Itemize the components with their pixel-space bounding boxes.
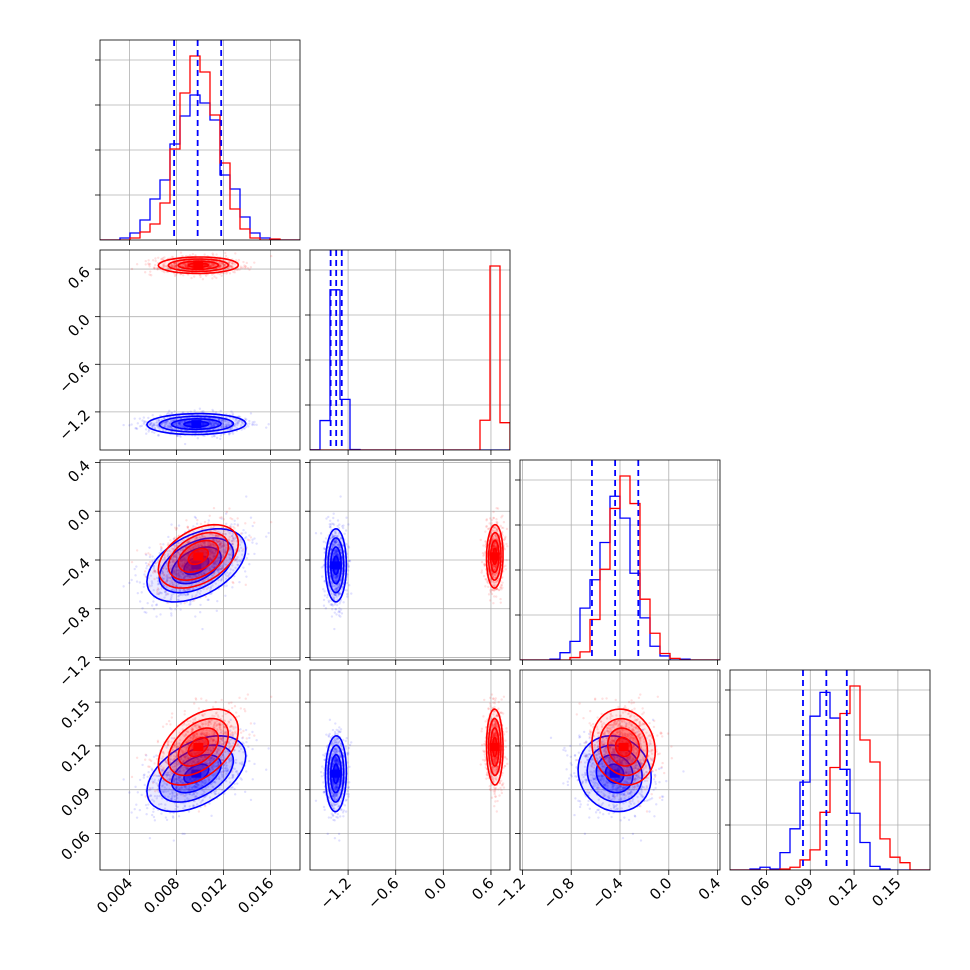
grid (730, 670, 930, 870)
contour-series-0 (324, 527, 348, 603)
panel-3-1 (305, 669, 511, 875)
panel-frame (99, 669, 301, 871)
x-tick-label: 0.0 (421, 874, 451, 904)
x-tick-label: −0.6 (364, 874, 402, 912)
x-tick-label: 0.12 (825, 874, 861, 910)
contour-series-0 (146, 528, 247, 603)
x-tick-label: −0.8 (540, 874, 578, 912)
x-tick-label: 0.016 (234, 874, 277, 917)
y-tick-label: −0.6 (55, 358, 93, 396)
panel-3-3 (725, 669, 931, 875)
histogram-series-0 (730, 691, 930, 870)
x-tick-label: 0.0 (646, 874, 676, 904)
y-tick-label: 0.0 (64, 311, 94, 341)
histogram-series-1 (310, 265, 510, 450)
y-tick-label: −1.2 (55, 652, 93, 690)
grid (310, 250, 510, 450)
x-tick-label: 0.15 (868, 874, 904, 910)
x-tick-label: 0.4 (695, 874, 725, 904)
contour-series-0 (146, 412, 247, 436)
contour-series-1 (485, 708, 504, 786)
panel-1-0 (95, 249, 301, 455)
panel-frame (729, 669, 931, 871)
y-tick-label: 0.6 (64, 263, 94, 293)
y-tick-label: 0.0 (64, 505, 94, 535)
contour-series-1 (157, 708, 240, 786)
panel-2-2 (515, 459, 721, 665)
histogram-series-0 (100, 94, 300, 240)
grid (100, 40, 300, 240)
contour-series-1 (157, 523, 240, 589)
panel-frame (99, 249, 301, 451)
histogram-series-1 (520, 475, 720, 660)
panel-frame (309, 249, 511, 451)
y-tick-label: 0.09 (57, 784, 93, 820)
y-tick-label: 0.4 (64, 457, 94, 487)
contour-series-0 (324, 734, 348, 813)
panel-3-2 (515, 669, 721, 875)
y-tick-label: −0.8 (55, 603, 93, 641)
contour-series-1 (157, 256, 240, 275)
panel-frame (99, 39, 301, 241)
histogram-series-1 (730, 685, 930, 870)
panel-0-0 (95, 39, 301, 245)
grid (100, 460, 300, 660)
x-tick-label: 0.004 (93, 874, 136, 917)
x-tick-label: 0.012 (187, 874, 230, 917)
y-tick-label: −0.4 (55, 554, 93, 592)
x-tick-label: 0.09 (781, 874, 817, 910)
contour-series-1 (591, 708, 657, 786)
y-tick-label: 0.15 (57, 696, 93, 732)
panel-2-1 (305, 459, 511, 665)
y-tick-label: −1.2 (55, 406, 93, 444)
x-tick-label: −1.2 (316, 874, 354, 912)
y-tick-label: 0.06 (57, 828, 93, 864)
x-tick-label: −1.2 (491, 874, 529, 912)
panel-2-0 (95, 459, 301, 665)
panel-frame (309, 669, 511, 871)
contour-series-0 (577, 734, 653, 813)
y-tick-label: 0.12 (57, 740, 93, 776)
grid (100, 250, 300, 450)
histogram-series-1 (100, 55, 300, 240)
x-tick-label: 0.008 (140, 874, 183, 917)
panel-1-1 (305, 249, 511, 455)
panel-3-0 (95, 669, 301, 875)
grid (520, 460, 720, 660)
x-tick-label: 0.06 (737, 874, 773, 910)
histogram-series-0 (310, 289, 510, 450)
contour-series-1 (485, 523, 504, 589)
x-tick-label: −0.4 (588, 874, 626, 912)
